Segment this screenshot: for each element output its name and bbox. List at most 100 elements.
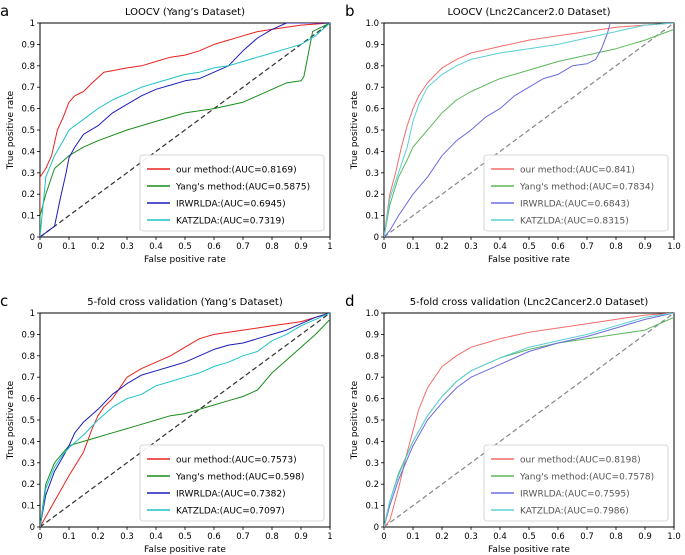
x-tick-label: 0 <box>37 532 42 542</box>
y-tick-label: 0.1 <box>21 502 35 512</box>
x-tick-label: 0.6 <box>551 532 565 542</box>
legend-entry: Yang's method:(AUC=0.7578) <box>519 473 654 483</box>
x-tick-label: 0.9 <box>294 242 308 252</box>
roc-curve-series-2 <box>40 23 330 237</box>
x-tick-label: 0.6 <box>551 242 565 252</box>
x-tick-label: 0 <box>381 532 386 542</box>
x-tick-label: 0.8 <box>609 532 623 542</box>
chance-diagonal-line <box>40 23 330 237</box>
y-axis-label: True positive rate <box>350 380 360 460</box>
x-tick-label: 0.4 <box>493 242 507 252</box>
y-tick-label: 0.7 <box>21 83 35 93</box>
y-tick-label: 0.1 <box>365 502 379 512</box>
y-tick-label: 0 <box>30 523 35 533</box>
y-tick-label: 0.8 <box>365 62 379 72</box>
y-tick-label: 1.0 <box>365 19 379 29</box>
x-tick-label: 0.2 <box>91 242 105 252</box>
y-tick-label: 0.6 <box>21 105 35 115</box>
roc-curve-series-2 <box>384 28 674 237</box>
x-tick-label: 0.3 <box>464 242 478 252</box>
legend-entry: IRWRLDA:(AUC=0.7382) <box>176 490 286 500</box>
y-tick-label: 0.5 <box>21 416 35 426</box>
legend-entry: IRWRLDA:(AUC=0.6945) <box>176 200 286 210</box>
y-tick-label: 0.3 <box>365 169 379 179</box>
chance-diagonal-line <box>384 313 674 527</box>
roc-curve-series-1 <box>40 23 330 237</box>
y-tick-label: 0.3 <box>21 169 35 179</box>
y-tick-label: 0.7 <box>21 373 35 383</box>
y-tick-label: 0.8 <box>21 62 35 72</box>
legend-entry: Yang's method:(AUC=0.7834) <box>519 183 654 193</box>
x-tick-label: 0 <box>381 242 386 252</box>
legend-entry: Yang's method:(AUC=0.5875) <box>175 183 310 193</box>
x-tick-label: 0.5 <box>178 242 192 252</box>
x-tick-label: 0.9 <box>638 242 652 252</box>
x-tick-label: 0.8 <box>265 532 279 542</box>
y-tick-label: 0.2 <box>365 190 379 200</box>
y-tick-label: 0.9 <box>21 330 35 340</box>
x-axis-label: False positive rate <box>488 545 570 555</box>
x-tick-label: 0.8 <box>609 242 623 252</box>
legend: our method:(AUC=0.8169) Yang's method:(AU… <box>139 154 325 232</box>
x-axis-label: False positive rate <box>144 545 226 555</box>
y-tick-label: 0.7 <box>365 373 379 383</box>
y-axis-label: True positive rate <box>6 380 16 460</box>
x-tick-label: 1.0 <box>667 242 681 252</box>
chart-title: 5-fold cross validation (Yang’s Dataset) <box>87 297 283 308</box>
legend-entry: our method:(AUC=0.841) <box>520 166 635 176</box>
legend-entry: our method:(AUC=0.7573) <box>176 456 297 466</box>
x-tick-label: 1.0 <box>667 532 681 542</box>
x-tick-label: 0.3 <box>120 532 134 542</box>
x-tick-label: 0.7 <box>580 532 594 542</box>
y-tick-label: 0.3 <box>21 459 35 469</box>
chart-panel-d: d 5-fold cross validation (Lnc2Cancer2.0 … <box>345 292 681 555</box>
x-tick-label: 0.6 <box>207 532 221 542</box>
y-tick-label: 0 <box>374 523 379 533</box>
roc-curve-series-4 <box>40 23 330 237</box>
y-tick-label: 0.1 <box>21 212 35 222</box>
legend-box <box>139 444 325 522</box>
x-tick-label: 0.7 <box>236 532 250 542</box>
x-tick-label: 1 <box>327 242 332 252</box>
y-tick-label: 0.3 <box>365 459 379 469</box>
x-tick-label: 0.1 <box>62 242 76 252</box>
roc-curve-series-3 <box>384 313 674 527</box>
y-tick-label: 0 <box>374 233 379 243</box>
y-tick-label: 0.9 <box>365 330 379 340</box>
x-tick-label: 0.4 <box>149 532 163 542</box>
x-tick-label: 0 <box>37 242 42 252</box>
x-tick-label: 1 <box>327 532 332 542</box>
roc-curve-series-4 <box>384 23 674 237</box>
chart-panel-a: a LOOCV (Yang’s Dataset) 0 0.1 0.2 0.3 0.4 0.5 0… <box>0 2 333 265</box>
x-tick-label: 0.4 <box>149 242 163 252</box>
y-tick-label: 0.9 <box>365 40 379 50</box>
roc-curve-series-1 <box>40 313 330 527</box>
x-axis-label: False positive rate <box>488 255 570 265</box>
y-tick-label: 1 <box>30 19 35 29</box>
panel-letter: d <box>345 292 355 310</box>
y-tick-label: 0.5 <box>365 416 379 426</box>
y-tick-label: 0.2 <box>21 480 35 490</box>
y-tick-label: 0.4 <box>365 147 379 157</box>
chart-panel-c: c 5-fold cross validation (Yang’s Dataset… <box>0 292 333 555</box>
roc-curve-series-3 <box>40 313 330 527</box>
y-tick-label: 0.9 <box>21 40 35 50</box>
x-axis-label: False positive rate <box>144 255 226 265</box>
x-tick-label: 0.3 <box>464 532 478 542</box>
y-tick-label: 1 <box>30 309 35 319</box>
x-tick-label: 0.2 <box>435 532 449 542</box>
y-axis-label: True positive rate <box>6 90 16 170</box>
panel-letter: c <box>0 292 8 310</box>
x-tick-label: 0.6 <box>207 242 221 252</box>
legend-entry: IRWRLDA:(AUC=0.7595) <box>520 490 630 500</box>
roc-curve-series-3 <box>384 23 611 237</box>
chance-diagonal-line <box>384 23 674 237</box>
legend-box <box>483 154 669 232</box>
y-tick-label: 0.6 <box>21 395 35 405</box>
legend-entry: KATZLDA:(AUC=0.7986) <box>520 507 629 517</box>
legend-entry: IRWRLDA:(AUC=0.6843) <box>520 200 630 210</box>
roc-curve-series-4 <box>384 313 674 527</box>
chart-panel-b: b LOOCV (Lnc2Cancer2.0 Dataset) 0 0.1 0.2 0.3… <box>345 2 681 265</box>
y-tick-label: 0.2 <box>21 190 35 200</box>
